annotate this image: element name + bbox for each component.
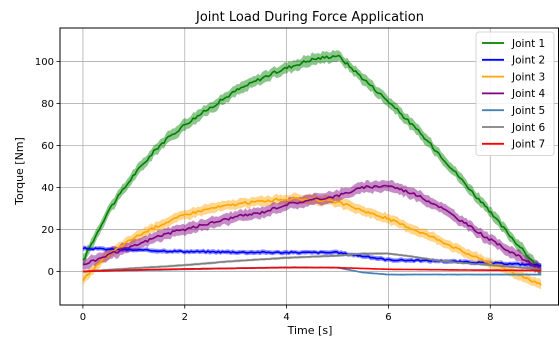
series-band-4 xyxy=(82,179,542,275)
legend-label-6: Joint 6 xyxy=(511,122,546,134)
legend-label-5: Joint 5 xyxy=(511,105,545,117)
error-bands xyxy=(82,49,542,290)
series-band-1 xyxy=(82,49,542,276)
series-line-4 xyxy=(82,184,542,270)
legend-label-7: Joint 7 xyxy=(511,139,545,151)
x-axis-label: Time [s] xyxy=(287,324,333,337)
series-line-6 xyxy=(82,252,542,273)
legend-label-3: Joint 3 xyxy=(511,71,545,83)
y-tick-label: 60 xyxy=(41,141,54,152)
y-tick-label: 100 xyxy=(35,57,54,68)
y-tick-label: 40 xyxy=(41,183,54,194)
series-band-3 xyxy=(82,192,542,290)
series-line-7 xyxy=(82,266,542,273)
x-tick-label: 8 xyxy=(487,312,493,323)
chart-title: Joint Load During Force Application xyxy=(195,10,424,25)
legend: Joint 1 Joint 2 Joint 3 Joint 4 Joint 5 Joint… xyxy=(475,31,555,156)
x-tick-label: 6 xyxy=(385,312,391,323)
legend-label-2: Joint 2 xyxy=(511,55,545,67)
series-line-1 xyxy=(82,54,542,271)
x-tick-label: 2 xyxy=(182,312,188,323)
y-tick-label: 80 xyxy=(41,99,54,110)
x-tick-label: 0 xyxy=(80,312,86,323)
x-tick-label: 4 xyxy=(283,312,289,323)
legend-label-1: Joint 1 xyxy=(511,38,545,50)
legend-box xyxy=(475,31,555,156)
y-axis-label: Torque [Nm] xyxy=(13,137,26,206)
legend-label-4: Joint 4 xyxy=(511,88,546,100)
series-line-2 xyxy=(82,246,542,267)
series-lines xyxy=(82,54,542,286)
y-tick-label: 0 xyxy=(48,267,54,278)
y-tick-label: 20 xyxy=(41,225,54,236)
